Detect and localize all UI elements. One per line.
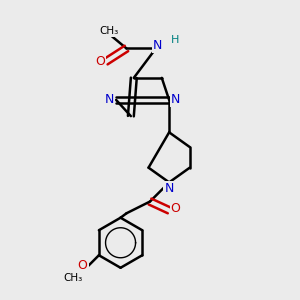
Text: O: O [171,202,181,215]
Text: N: N [105,93,114,106]
Text: H: H [171,34,179,45]
Text: CH₃: CH₃ [64,273,83,283]
Text: CH₃: CH₃ [99,26,119,36]
Text: O: O [78,259,88,272]
Text: N: N [164,182,174,195]
Text: O: O [95,55,105,68]
Text: N: N [171,93,180,106]
Text: N: N [153,39,162,52]
